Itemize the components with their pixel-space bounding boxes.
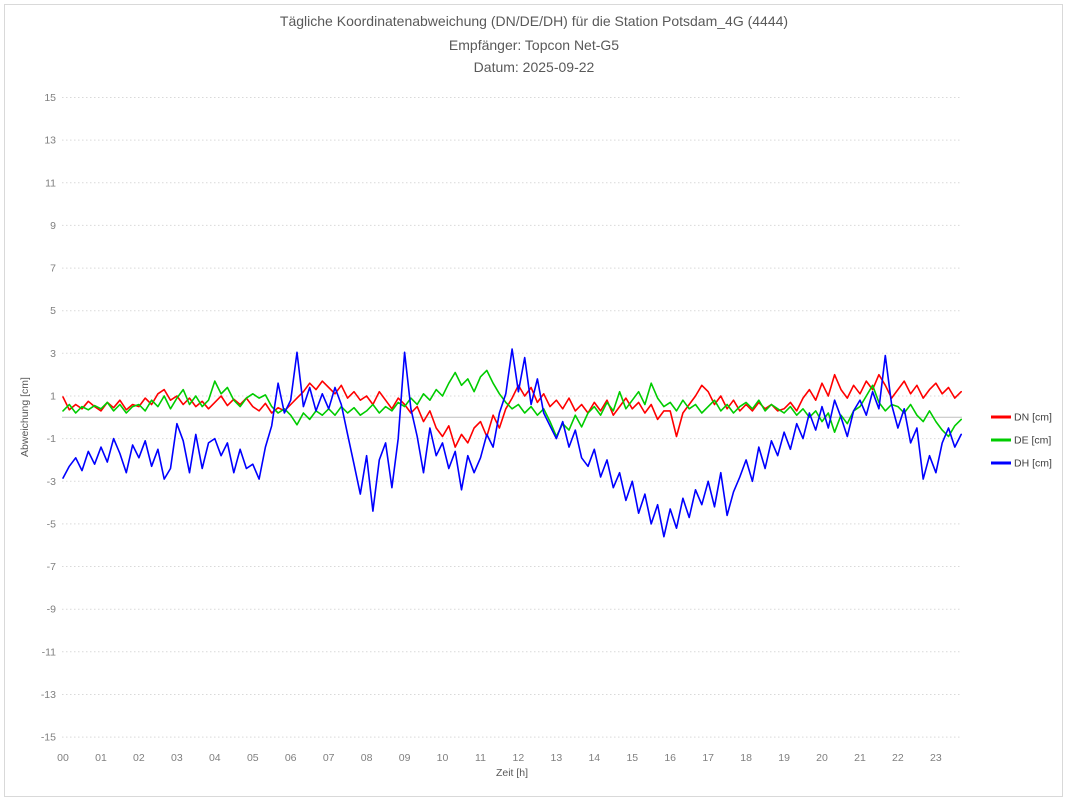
y-tick-labels: 15 13 11 9 7 5 3 1 -1 -3 -5 -7 -9 -11 -13 -15 xyxy=(41,92,56,744)
y-axis-title: Abweichung [cm] xyxy=(19,377,31,457)
x-tick-label: 03 xyxy=(171,752,183,764)
x-tick-label: 09 xyxy=(399,752,411,764)
x-tick-label: 23 xyxy=(930,752,942,764)
y-tick-label: -5 xyxy=(47,518,56,530)
x-tick-label: 01 xyxy=(95,752,107,764)
legend-label-dn: DN [cm] xyxy=(1014,412,1052,424)
y-tick-label: 3 xyxy=(50,348,56,360)
chart-title: Tägliche Koordinatenabweichung (DN/DE/DH… xyxy=(280,13,788,29)
x-tick-label: 21 xyxy=(854,752,866,764)
x-tick-label: 17 xyxy=(702,752,714,764)
series-line-de xyxy=(62,369,963,438)
x-tick-label: 05 xyxy=(247,752,259,764)
y-tick-label: -3 xyxy=(47,476,56,488)
y-tick-label: -1 xyxy=(47,433,56,445)
x-tick-label: 00 xyxy=(57,752,69,764)
x-tick-label: 16 xyxy=(664,752,676,764)
y-tick-label: -15 xyxy=(41,732,56,744)
series-line-dn xyxy=(62,373,963,448)
y-tick-label: -13 xyxy=(41,689,56,701)
legend-item-de: DE [cm] xyxy=(991,435,1051,447)
x-tick-label: 20 xyxy=(816,752,828,764)
y-tick-label: 9 xyxy=(50,220,56,232)
x-tick-label: 08 xyxy=(361,752,373,764)
x-tick-label: 13 xyxy=(551,752,563,764)
y-tick-label: -7 xyxy=(47,561,56,573)
y-tick-label: 7 xyxy=(50,263,56,275)
x-tick-label: 02 xyxy=(133,752,145,764)
legend-item-dn: DN [cm] xyxy=(991,412,1052,424)
y-tick-label: 13 xyxy=(44,135,56,147)
legend: DN [cm] DE [cm] DH [cm] xyxy=(991,412,1052,470)
y-tick-label: 11 xyxy=(45,177,56,189)
x-tick-labels: 00 01 02 03 04 05 06 07 08 09 10 11 12 13 14 15 16 17 18 19… xyxy=(57,752,942,764)
chart-subtitle-receiver: Empfänger: Topcon Net-G5 xyxy=(449,37,619,53)
legend-label-de: DE [cm] xyxy=(1014,435,1051,447)
y-gridlines xyxy=(62,97,962,738)
x-axis-title: Zeit [h] xyxy=(496,767,528,779)
x-tick-label: 22 xyxy=(892,752,904,764)
x-tick-label: 15 xyxy=(626,752,638,764)
x-tick-label: 11 xyxy=(475,752,486,764)
series-lines xyxy=(62,348,963,538)
x-tick-label: 06 xyxy=(285,752,297,764)
chart-border xyxy=(4,4,1063,797)
legend-item-dh: DH [cm] xyxy=(991,458,1052,470)
y-tick-label: -11 xyxy=(42,646,57,658)
x-tick-label: 04 xyxy=(209,752,221,764)
x-tick-label: 07 xyxy=(323,752,335,764)
y-tick-label: 5 xyxy=(50,305,56,317)
series-line-dh xyxy=(62,348,963,538)
x-tick-label: 19 xyxy=(778,752,790,764)
y-tick-label: 15 xyxy=(44,92,56,104)
x-tick-label: 12 xyxy=(513,752,525,764)
x-tick-label: 18 xyxy=(740,752,752,764)
x-tick-label: 14 xyxy=(588,752,600,764)
x-tick-label: 10 xyxy=(437,752,449,764)
chart-subtitle-date: Datum: 2025-09-22 xyxy=(474,59,595,75)
y-tick-label: 1 xyxy=(50,391,56,403)
y-tick-label: -9 xyxy=(47,604,56,616)
legend-label-dh: DH [cm] xyxy=(1014,458,1052,470)
